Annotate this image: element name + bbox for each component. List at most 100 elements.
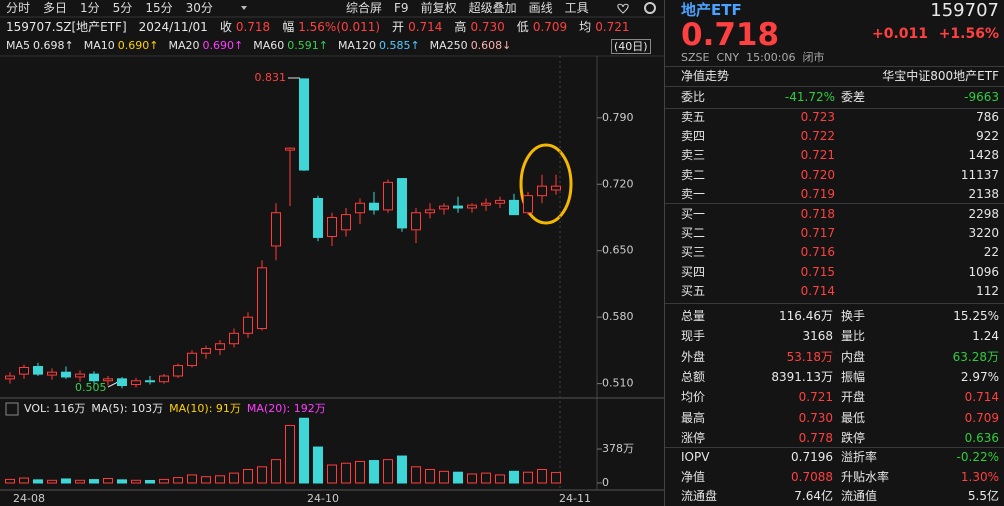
period-tab[interactable]: 分时 — [6, 1, 31, 15]
volume-bar — [341, 462, 351, 484]
volume-bar — [257, 466, 267, 484]
legend-item: MA(20): 192万 — [246, 402, 326, 415]
quote-label: 开 — [392, 20, 405, 34]
divider — [665, 108, 1004, 109]
quote-label: 高 — [454, 20, 467, 34]
tool-button[interactable]: 前复权 — [420, 1, 457, 15]
volume-bar — [173, 477, 183, 484]
stat-label: 振幅 — [841, 369, 866, 384]
price-change: +0.011 — [872, 26, 929, 42]
candle-body — [131, 380, 141, 386]
volume-bar — [327, 464, 337, 484]
stat-value: 1.24 — [972, 329, 999, 344]
stat-label: 最低 — [841, 410, 866, 425]
volume-bar — [215, 475, 225, 484]
candle-body — [411, 212, 421, 231]
stat-label: 升贴水率 — [841, 469, 890, 484]
ma-label: MA20 — [168, 39, 200, 52]
stat-label: 涨停 — [681, 430, 706, 445]
tool-button[interactable]: 工具 — [564, 1, 589, 15]
book-volume: 786 — [976, 110, 999, 124]
tool-button[interactable]: F9 — [394, 1, 409, 15]
book-volume: 922 — [976, 129, 999, 144]
book-volume: 1096 — [968, 264, 999, 279]
candle-body — [103, 378, 113, 382]
favorite-icon[interactable] — [617, 3, 629, 14]
volume-bar — [131, 479, 141, 484]
toolbar: 综合屏 F9 前复权 超级叠加 画线 工具 — [346, 2, 589, 14]
candle-body — [355, 202, 365, 214]
candle-body — [89, 373, 99, 382]
quote-value: 1.56%(0.011) — [298, 20, 381, 34]
settings-icon[interactable] — [644, 2, 656, 14]
ma-label: MA60 — [253, 39, 285, 52]
book-label: 买一 — [681, 207, 706, 221]
volume-bar — [355, 460, 365, 484]
volume-bar — [159, 478, 169, 484]
volume-bar — [89, 479, 99, 484]
book-volume: 2298 — [968, 207, 999, 221]
tool-button[interactable]: 超级叠加 — [468, 1, 517, 15]
nav-link[interactable]: 净值走势 — [681, 69, 730, 83]
stat-label: 均价 — [681, 390, 706, 405]
period-selector[interactable]: (40日) — [611, 39, 651, 54]
ma-item: MA120 0.585↑ — [338, 40, 420, 51]
candle-body — [243, 316, 253, 334]
volume-bar — [187, 474, 197, 484]
period-tab[interactable]: 5分 — [112, 1, 133, 15]
volume-bar — [495, 474, 505, 484]
book-label: 买三 — [681, 245, 706, 260]
stat-value: 0.636 — [964, 430, 999, 445]
book-volume: 112 — [976, 283, 999, 298]
candle-body — [481, 202, 491, 206]
stat-value: 0.709 — [964, 410, 999, 425]
book-price: 0.717 — [800, 226, 835, 241]
volume-bar — [271, 459, 281, 484]
stat-label: 总量 — [681, 309, 706, 323]
stat-value: 1.30% — [960, 469, 999, 484]
divider — [665, 86, 1004, 87]
help-icon[interactable] — [5, 402, 19, 416]
candle-body — [5, 375, 15, 380]
book-volume: 3220 — [968, 226, 999, 241]
book-price: 0.720 — [800, 167, 835, 182]
candle-body — [537, 185, 547, 197]
volume-bar — [75, 479, 85, 484]
book-price: 0.715 — [800, 264, 835, 279]
candle-body — [397, 178, 407, 229]
period-tab[interactable]: 30分 — [185, 1, 213, 15]
tool-button[interactable]: 画线 — [528, 1, 553, 15]
volume-bar — [537, 469, 547, 484]
volume-bar — [201, 476, 211, 484]
volume-bar — [369, 460, 379, 484]
tool-button[interactable]: 综合屏 — [346, 1, 383, 15]
ratio-label: 委比 — [681, 90, 706, 104]
period-tab[interactable]: 1分 — [80, 1, 100, 15]
candle-body — [383, 181, 393, 211]
book-price: 0.722 — [800, 129, 835, 144]
candle-body — [75, 373, 85, 378]
quote-value: 0.730 — [470, 20, 505, 34]
volume-bar — [299, 417, 309, 484]
book-label: 卖一 — [681, 186, 706, 201]
volume-bar — [467, 473, 477, 484]
highlight-circle — [519, 143, 573, 225]
stat-value: 2.97% — [960, 369, 999, 384]
quote-bar: 159707.SZ[地产ETF] 2024/11/01 收 0.718 幅 1.56%(0… — [6, 21, 630, 33]
quote-item: 均 0.721 — [579, 21, 629, 33]
divider — [665, 66, 1004, 67]
volume-bar — [285, 424, 295, 484]
volume-bar — [103, 478, 113, 484]
period-tab[interactable]: 多日 — [43, 1, 68, 15]
stat-value: 15.25% — [953, 309, 999, 323]
book-price: 0.714 — [800, 283, 835, 298]
candle-body — [187, 352, 197, 367]
last-price: 0.718 — [681, 17, 780, 53]
candle-body — [159, 375, 169, 383]
candle-body — [523, 195, 533, 214]
stat-label: 现手 — [681, 329, 706, 344]
price-change-pct: +1.56% — [938, 26, 999, 42]
period-tab[interactable]: 15分 — [145, 1, 173, 15]
dropdown-icon[interactable] — [241, 6, 247, 10]
